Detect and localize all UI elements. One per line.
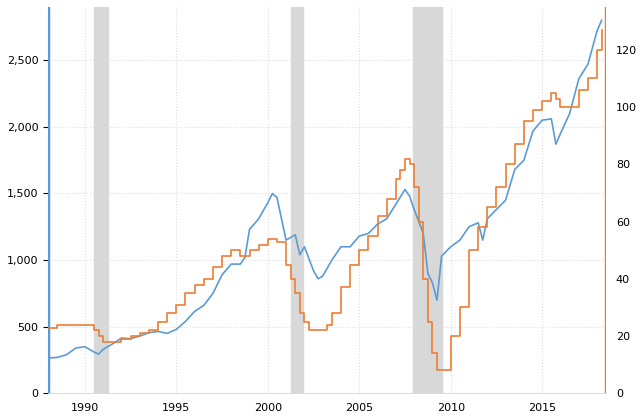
Bar — [413, 7, 442, 394]
Bar — [94, 7, 108, 394]
Bar — [290, 7, 303, 394]
